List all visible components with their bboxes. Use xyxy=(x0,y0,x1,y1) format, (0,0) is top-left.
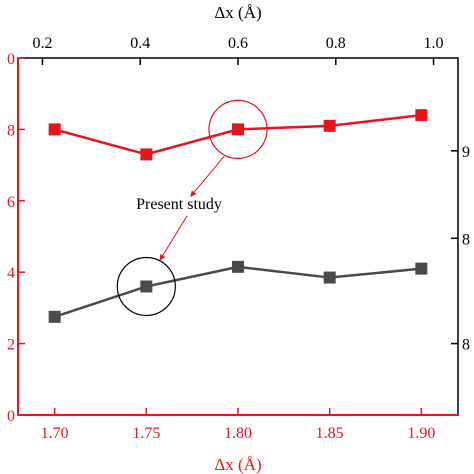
series-1-point xyxy=(232,123,244,136)
annotation-arrow-upper xyxy=(190,156,225,197)
right-axis-tick-label: 8 xyxy=(462,231,470,248)
series-2-point xyxy=(140,280,153,293)
bottom-axis-tick-label: 1.85 xyxy=(316,425,344,442)
left-axis-tick-label: 6 xyxy=(7,194,15,211)
axes: 0 2 4 6 8 0 1.70 1.75 1.80 1.85 1.90 0.2 0.4 0.6 0.8 1.… xyxy=(7,35,470,442)
plot-frame xyxy=(17,57,459,416)
right-axis-tick-label: 8 xyxy=(462,337,470,354)
series-layer xyxy=(48,109,428,323)
series-2-point xyxy=(232,260,244,273)
bottom-axis-tick-label: 1.75 xyxy=(132,425,160,442)
left-axis-tick-label: 4 xyxy=(7,265,15,282)
top-axis-tick-label: 0.6 xyxy=(228,35,248,52)
top-axis-tick-label: 0.8 xyxy=(326,35,346,52)
series-2-point xyxy=(48,310,61,323)
bottom-axis-title: Δx (Å) xyxy=(214,455,261,474)
annotation-arrow-lower xyxy=(159,215,188,261)
annotation-layer: Present study xyxy=(116,99,268,317)
right-axis-tick-label: 9 xyxy=(462,144,470,161)
series-2-line xyxy=(54,265,422,319)
series-2-point xyxy=(415,262,428,275)
bottom-axis-tick-label: 1.90 xyxy=(407,425,435,442)
top-axis-tick-label: 1.0 xyxy=(424,35,444,52)
bottom-axis-tick-label: 1.70 xyxy=(41,425,69,442)
series-2-point xyxy=(323,271,336,284)
plot-area xyxy=(17,57,459,416)
left-axis-tick-label: 2 xyxy=(7,337,15,354)
top-axis-tick-label: 0.4 xyxy=(130,35,150,52)
annotation-circle-1 xyxy=(208,99,268,159)
left-axis-tick-label: 8 xyxy=(7,122,15,139)
left-axis-tick-label: 0 xyxy=(7,408,15,425)
series-1-point xyxy=(140,148,153,161)
annotation-label: Present study xyxy=(136,196,222,213)
series-1-point xyxy=(323,119,336,132)
series-1-point xyxy=(48,123,61,136)
annotation-circle-2 xyxy=(116,256,176,317)
series-1-point xyxy=(415,109,428,122)
bottom-axis-tick-label: 1.80 xyxy=(224,425,252,442)
top-axis-title: Δx (Å) xyxy=(214,3,261,22)
top-axis-tick-label: 0.2 xyxy=(32,35,52,52)
left-axis-tick-label: 0 xyxy=(7,51,15,68)
